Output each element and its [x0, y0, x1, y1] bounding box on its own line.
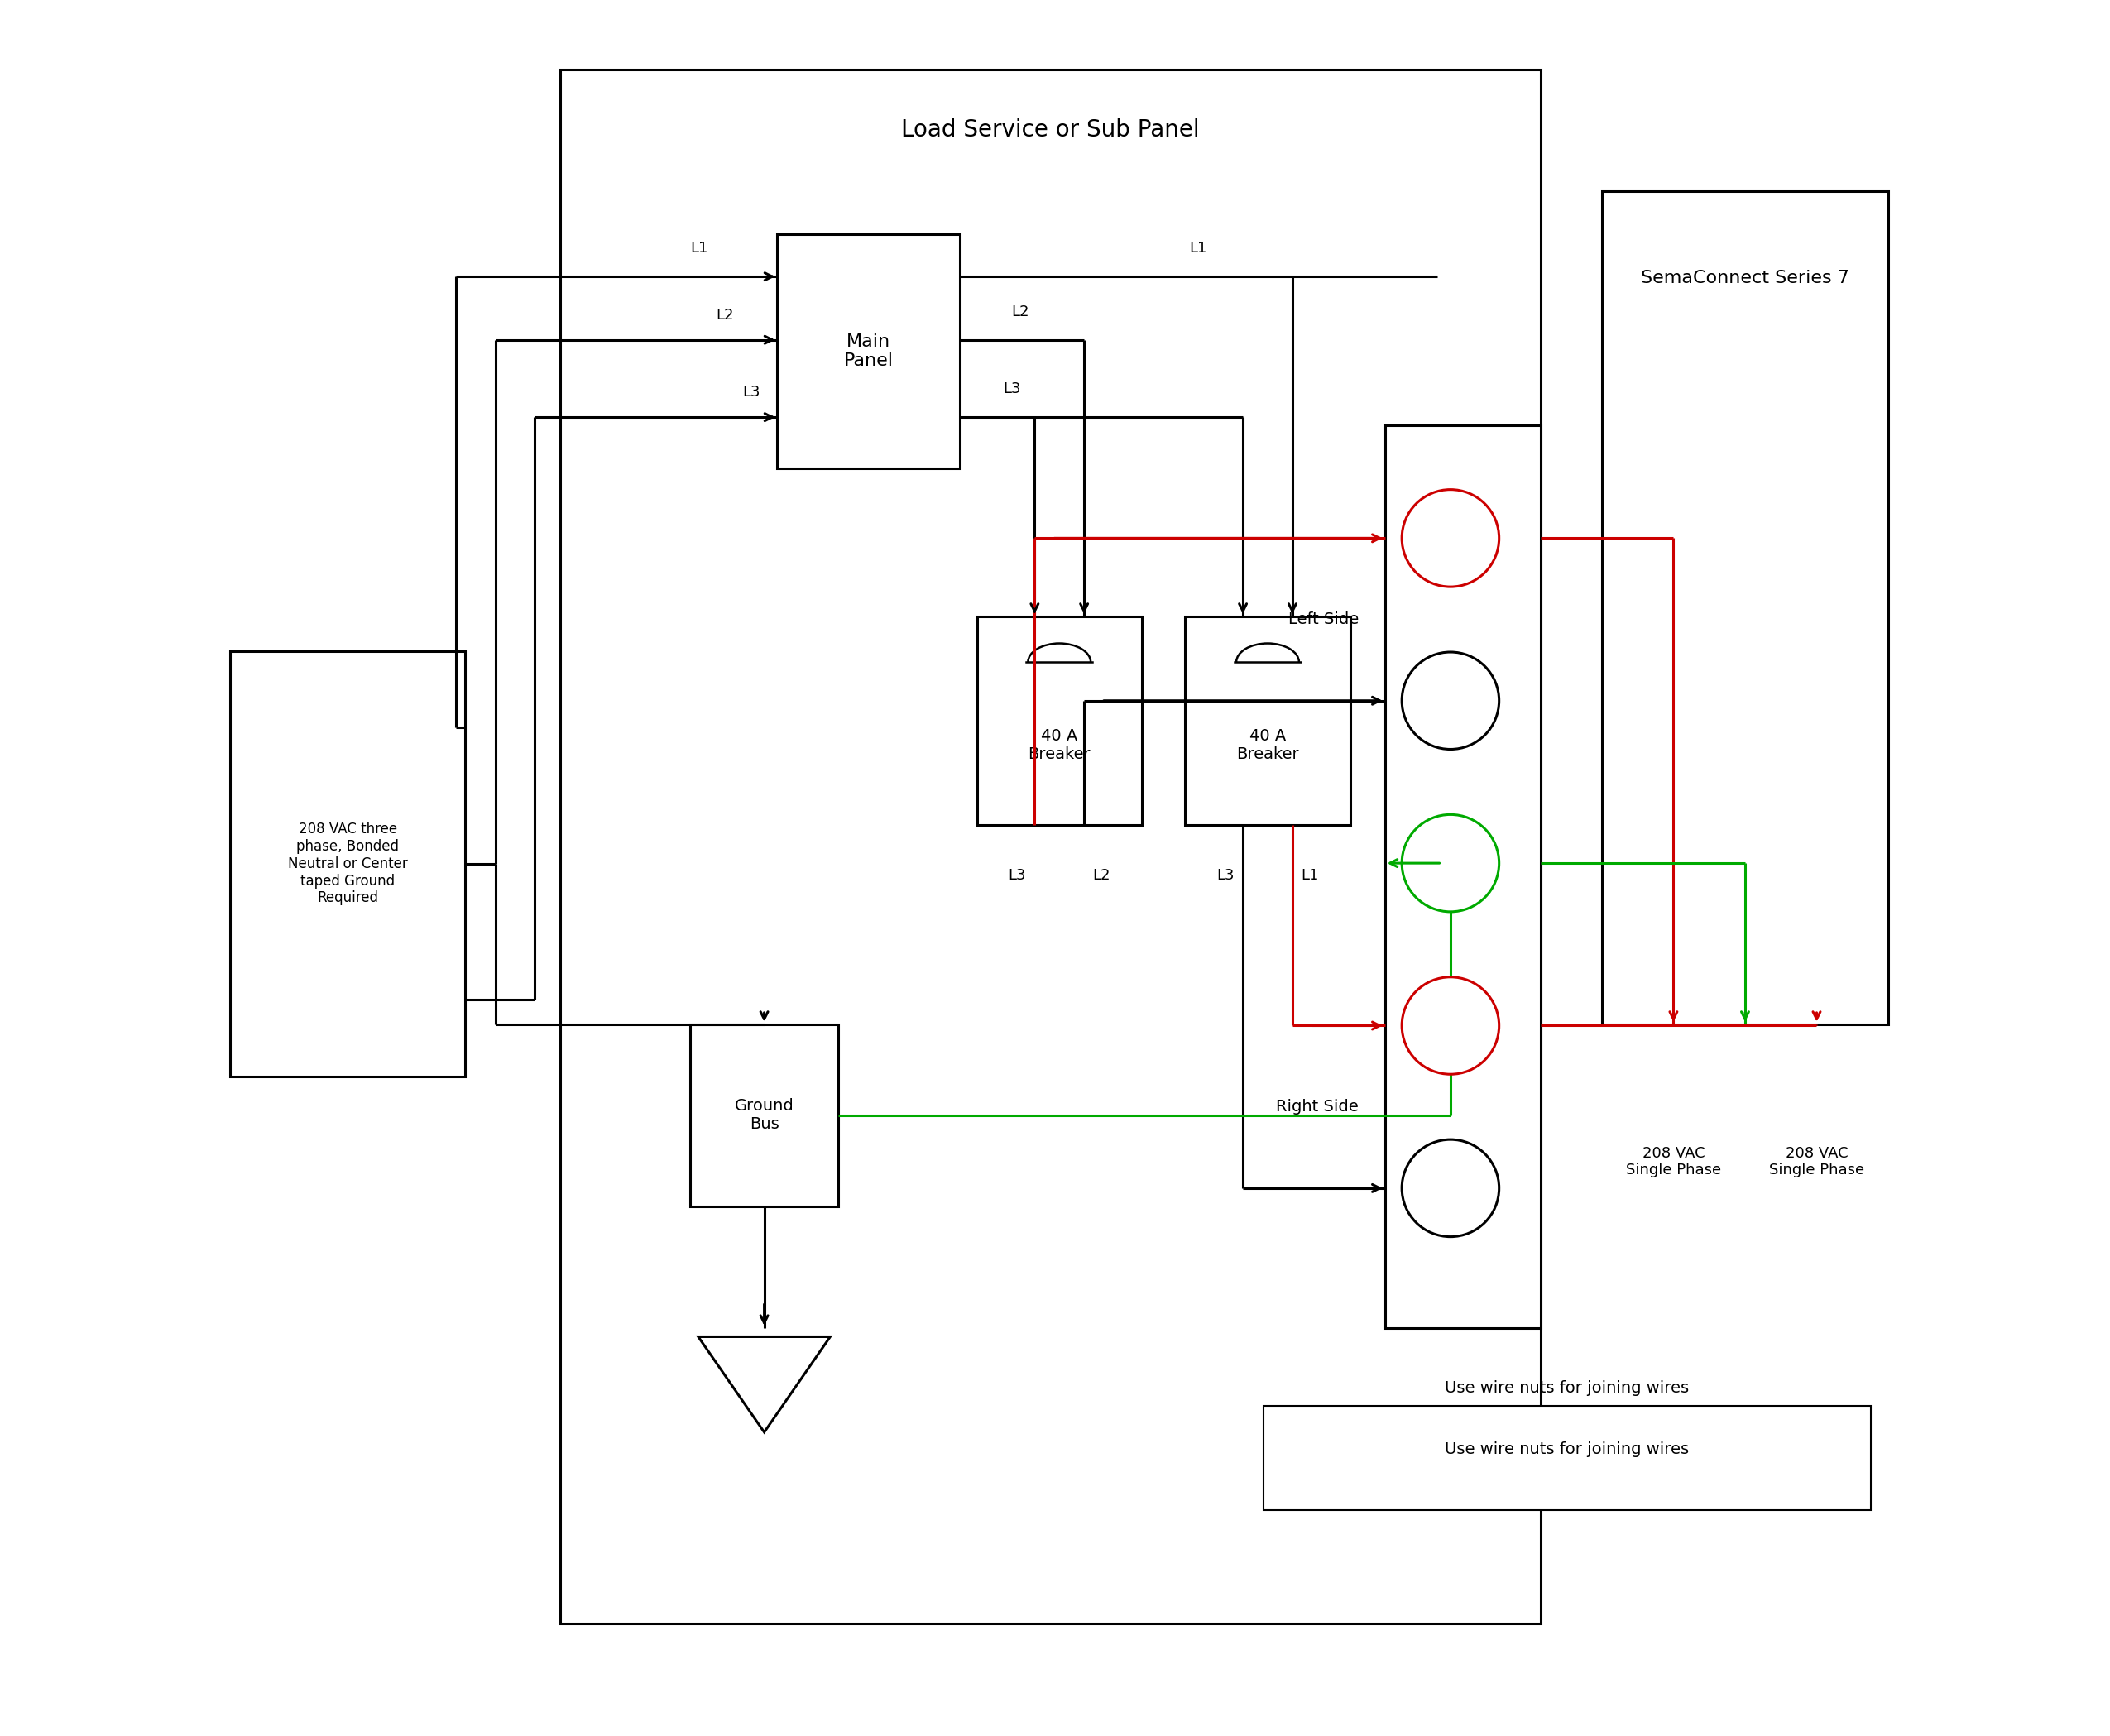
Bar [1384, 425, 1540, 1328]
Text: Right Side: Right Side [1277, 1099, 1359, 1115]
Text: 40 A
Breaker: 40 A Breaker [1236, 729, 1300, 762]
Text: Left Side: Left Side [1289, 611, 1359, 627]
Text: Use wire nuts for joining wires: Use wire nuts for joining wires [1445, 1441, 1690, 1458]
Circle shape [1401, 977, 1498, 1075]
Bar [230, 651, 464, 1076]
Bar [776, 234, 960, 469]
Text: Load Service or Sub Panel: Load Service or Sub Panel [901, 118, 1201, 142]
Text: SemaConnect Series 7: SemaConnect Series 7 [1642, 269, 1848, 286]
Text: L3: L3 [1009, 868, 1025, 884]
Text: L1: L1 [690, 241, 707, 255]
Text: L2: L2 [715, 307, 734, 323]
Text: L1: L1 [1302, 868, 1319, 884]
Text: Main
Panel: Main Panel [844, 333, 893, 370]
Circle shape [1401, 653, 1498, 750]
Circle shape [1401, 814, 1498, 911]
Text: 40 A
Breaker: 40 A Breaker [1028, 729, 1091, 762]
Circle shape [1401, 1139, 1498, 1236]
Text: L1: L1 [1190, 241, 1207, 255]
Bar [561, 69, 1540, 1623]
Text: L3: L3 [743, 385, 760, 399]
Bar [1601, 191, 1888, 1024]
Text: L2: L2 [1011, 304, 1030, 319]
Text: L3: L3 [1002, 382, 1021, 396]
Text: 208 VAC
Single Phase: 208 VAC Single Phase [1627, 1146, 1722, 1177]
Circle shape [1401, 490, 1498, 587]
Bar [977, 616, 1142, 825]
Text: L2: L2 [1093, 868, 1110, 884]
Bar [690, 1024, 838, 1207]
Text: 208 VAC
Single Phase: 208 VAC Single Phase [1768, 1146, 1865, 1177]
Bar [1264, 1406, 1872, 1510]
Text: 208 VAC three
phase, Bonded
Neutral or Center
taped Ground
Required: 208 VAC three phase, Bonded Neutral or C… [287, 821, 407, 906]
Text: Ground
Bus: Ground Bus [734, 1099, 793, 1132]
Text: L3: L3 [1217, 868, 1234, 884]
Bar [1186, 616, 1350, 825]
Text: Use wire nuts for joining wires: Use wire nuts for joining wires [1445, 1380, 1690, 1396]
